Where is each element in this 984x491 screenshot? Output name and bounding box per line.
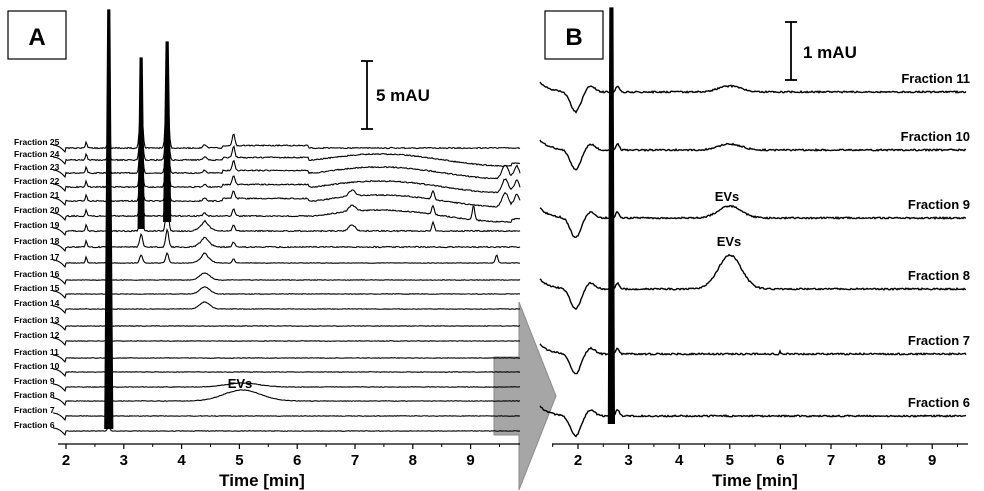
- panel-b-major-peak: [607, 7, 615, 425]
- panel-b-tick-label: 2: [574, 452, 582, 469]
- panel-b-evs-annotation-fraction-9: EVs: [715, 189, 740, 204]
- panel-b-trace-fraction-7: [539, 343, 967, 375]
- panel-a-major-peak: [163, 41, 172, 223]
- panel-a-trace-fraction-21: [52, 160, 521, 208]
- panel-a-label-fraction-17: Fraction 17: [14, 252, 60, 262]
- panel-b-box: [544, 10, 604, 60]
- panel-b-label-fraction-11: Fraction 11: [901, 71, 970, 86]
- panel-a-trace-fraction-13: [52, 311, 521, 332]
- panel-a-tick-label: 4: [177, 452, 186, 469]
- panel-b-trace-fraction-6: [539, 405, 967, 438]
- panel-b-label-fraction-7: Fraction 7: [908, 333, 970, 348]
- panel-a-major-peak: [104, 9, 114, 430]
- panel-a-label-fraction-19: Fraction 19: [14, 220, 60, 230]
- panel-b-scale-label: 1 mAU: [803, 43, 857, 62]
- panel-a-trace-fraction-23: [52, 118, 521, 180]
- panel-a-label-fraction-22: Fraction 22: [14, 176, 60, 186]
- panel-a-tick-label: 9: [466, 452, 474, 469]
- panel-a-tick-label: 3: [120, 452, 128, 469]
- panel-b-tick-label: 8: [877, 452, 885, 469]
- panel-a-label-fraction-12: Fraction 12: [14, 330, 60, 340]
- panel-b-traces: Fraction 6 Fraction 7 Fraction 8 Fraction 9…: [539, 7, 970, 438]
- panel-a-trace-fraction-16: [52, 263, 521, 286]
- panel-a-label-fraction-13: Fraction 13: [14, 315, 60, 325]
- panel-a-scale-label: 5 mAU: [376, 86, 430, 105]
- panel-a-letter: A: [28, 24, 45, 51]
- panel-a-trace-fraction-20: [52, 184, 521, 224]
- panel-a-trace-fraction-14: [52, 293, 521, 315]
- panel-a-tick-label: 7: [351, 452, 359, 469]
- panel-a-trace-fraction-25: [52, 78, 521, 154]
- panel-a-label-fraction-6: Fraction 6: [14, 420, 55, 430]
- transition-arrow: [493, 301, 557, 491]
- panel-a-traces: Fraction 6 Fraction 7 Fraction 8 Fraction 9…: [14, 9, 521, 437]
- panel-a-evs-annotation: EVs: [228, 376, 253, 391]
- panel-b-label-fraction-9: Fraction 9: [908, 197, 970, 212]
- panel-a-trace-fraction-7: [52, 403, 521, 422]
- panel-a-trace-fraction-6: [52, 419, 521, 437]
- panel-a-trace-fraction-12: [52, 327, 521, 347]
- panel-a-tick-label: 5: [235, 452, 243, 469]
- panel-b-x-axis: 2 3 4 5 6 7 8 9: [552, 443, 968, 469]
- panel-b-scale-bar: [785, 21, 797, 81]
- panel-b-tick-label: 5: [726, 452, 734, 469]
- panel-a-label-fraction-20: Fraction 20: [14, 205, 60, 215]
- panel-a-trace-fraction-9: [52, 375, 521, 393]
- panel-a-label-fraction-9: Fraction 9: [14, 376, 55, 386]
- panel-a-box: [7, 10, 67, 60]
- panel-b-tick-label: 6: [776, 452, 784, 469]
- panel-a-trace-fraction-11: [52, 345, 521, 364]
- panel-a-trace-fraction-17: [52, 245, 521, 269]
- panel-b-letter: B: [565, 24, 582, 51]
- panel-a-label-fraction-14: Fraction 14: [14, 298, 60, 308]
- panel-a-major-peak: [137, 57, 145, 230]
- panel-a-label-fraction-16: Fraction 16: [14, 269, 60, 279]
- panel-a-label-fraction-23: Fraction 23: [14, 162, 60, 172]
- panel-b-x-title: Time [min]: [712, 471, 798, 490]
- panel-a-label-fraction-18: Fraction 18: [14, 236, 60, 246]
- panel-a-tick-label: 6: [293, 452, 301, 469]
- panel-a-tick-label: 8: [409, 452, 417, 469]
- panel-a-trace-fraction-15: [52, 278, 521, 300]
- panel-a-tick-label: 2: [62, 452, 70, 469]
- panel-a-label-fraction-21: Fraction 21: [14, 190, 60, 200]
- panel-b-trace-fraction-8: [539, 253, 967, 311]
- panel-a-label-fraction-11: Fraction 11: [14, 347, 59, 357]
- panel-a-label-fraction-15: Fraction 15: [14, 283, 60, 293]
- panel-a-trace-fraction-10: [52, 359, 521, 378]
- panel-a-label-fraction-8: Fraction 8: [14, 390, 55, 400]
- panel-a-label-fraction-7: Fraction 7: [14, 405, 55, 415]
- panel-a-trace-fraction-24: [52, 97, 521, 167]
- panel-b-tick-label: 7: [827, 452, 835, 469]
- panel-a-scale-bar: [361, 60, 373, 130]
- panel-b-tick-label: 3: [624, 452, 632, 469]
- panel-a-label-fraction-25: Fraction 25: [14, 137, 60, 147]
- panel-b-tick-label: 9: [928, 452, 936, 469]
- panel-a-label-fraction-10: Fraction 10: [14, 361, 60, 371]
- panel-b-label-fraction-6: Fraction 6: [908, 395, 970, 410]
- panel-b-trace-fraction-10: [539, 139, 967, 171]
- panel-b-label-fraction-8: Fraction 8: [908, 268, 970, 283]
- panel-b-label-fraction-10: Fraction 10: [901, 129, 970, 144]
- panel-a-trace-fraction-8: [52, 388, 521, 407]
- panel-a-trace-fraction-19: [52, 206, 521, 236]
- panel-a-trace-fraction-22: [52, 139, 521, 194]
- panel-b-trace-fraction-9: [539, 204, 967, 238]
- panel-b-evs-annotation-fraction-8: EVs: [717, 234, 742, 249]
- panel-a-label-fraction-24: Fraction 24: [14, 149, 60, 159]
- panel-a-x-axis: 2 3 4 5 6 7 8 9: [58, 443, 520, 469]
- panel-b-trace-fraction-11: [539, 81, 967, 114]
- panel-b-tick-label: 4: [675, 452, 684, 469]
- panel-a-trace-fraction-18: [52, 228, 521, 252]
- panel-a-x-title: Time [min]: [219, 471, 305, 490]
